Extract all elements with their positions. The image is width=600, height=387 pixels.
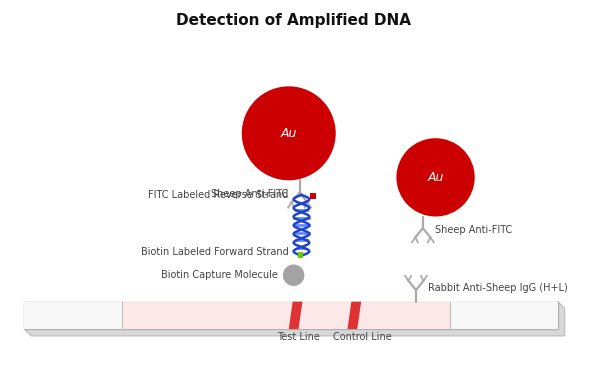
Bar <box>25 301 122 329</box>
Circle shape <box>242 86 336 180</box>
Bar <box>310 193 316 199</box>
Text: Sheep Anti-FITC: Sheep Anti-FITC <box>211 189 288 199</box>
Text: Test Line: Test Line <box>277 332 320 342</box>
Bar <box>25 301 558 329</box>
Polygon shape <box>25 301 565 336</box>
Circle shape <box>283 264 304 286</box>
Bar <box>298 252 304 258</box>
Text: Biotin Capture Molecule: Biotin Capture Molecule <box>161 270 278 280</box>
Polygon shape <box>347 301 361 329</box>
Text: Control Line: Control Line <box>333 332 392 342</box>
Text: FITC Labeled Reverse Strand: FITC Labeled Reverse Strand <box>148 190 289 200</box>
Polygon shape <box>289 301 302 329</box>
Text: Sheep Anti-FITC: Sheep Anti-FITC <box>434 225 512 235</box>
Text: Rabbit Anti-Sheep IgG (H+L): Rabbit Anti-Sheep IgG (H+L) <box>428 283 568 293</box>
Bar <box>122 301 450 329</box>
Text: Au: Au <box>427 171 444 184</box>
Circle shape <box>397 138 475 216</box>
Text: Biotin Labeled Forward Strand: Biotin Labeled Forward Strand <box>141 247 289 257</box>
Text: Au: Au <box>281 127 297 140</box>
Bar <box>450 301 558 329</box>
Text: Detection of Amplified DNA: Detection of Amplified DNA <box>176 13 411 28</box>
